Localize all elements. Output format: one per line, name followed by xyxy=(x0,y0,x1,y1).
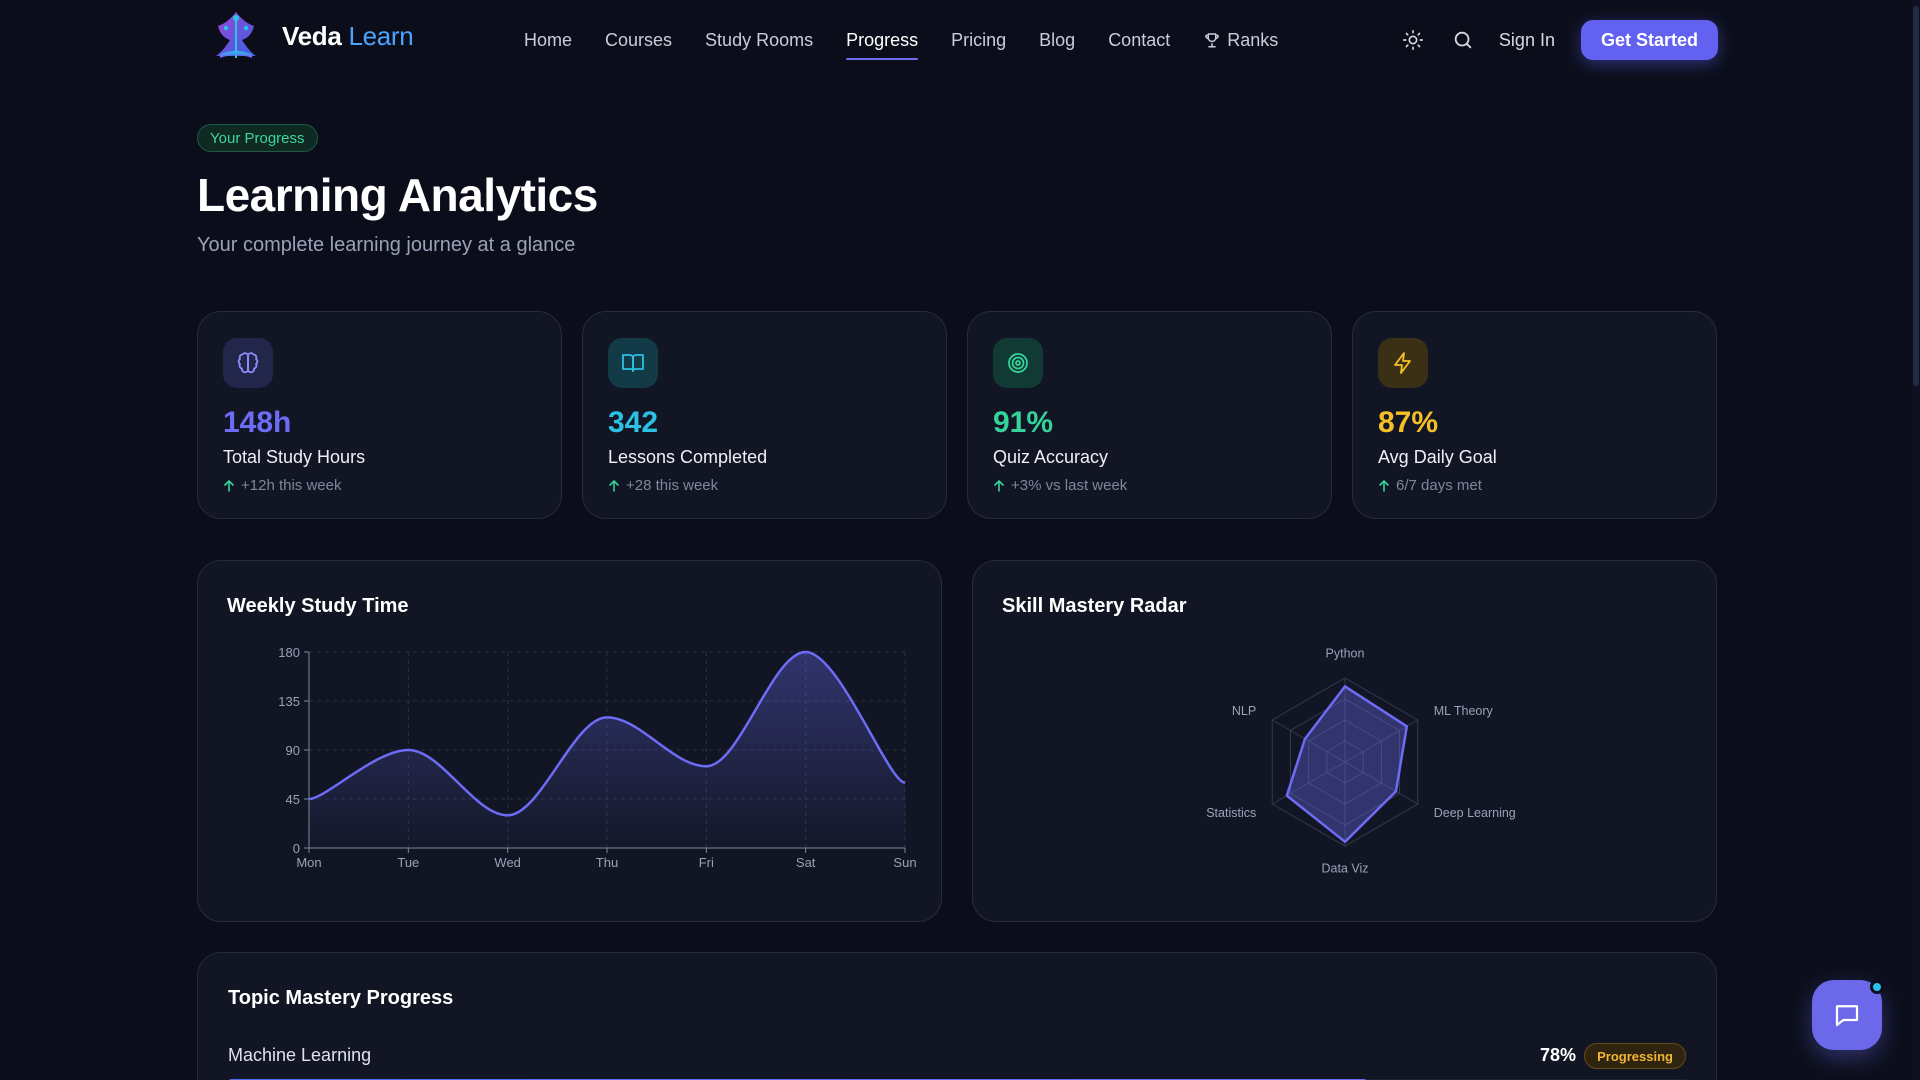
brand-name-main: Veda xyxy=(282,20,342,51)
theme-toggle-button[interactable] xyxy=(1399,26,1427,54)
section-tag: Your Progress xyxy=(197,124,318,152)
radar-axis-label: Data Viz xyxy=(1321,861,1368,875)
radar-axis-label: Python xyxy=(1326,647,1365,661)
chat-button[interactable] xyxy=(1812,980,1884,1050)
radar-spoke xyxy=(1272,761,1346,805)
y-tick-label: 0 xyxy=(293,841,300,856)
stat-label: Lessons Completed xyxy=(608,447,768,467)
top-nav: Veda Learn Home Courses Study Rooms Prog… xyxy=(0,0,1920,80)
stat-label: Quiz Accuracy xyxy=(993,447,1109,467)
x-tick-label: Sat xyxy=(796,855,816,870)
stat-label: Avg Daily Goal xyxy=(1378,447,1497,467)
nav-courses[interactable]: Courses xyxy=(605,29,673,50)
weekly-chart-title: Weekly Study Time xyxy=(227,595,409,617)
y-tick-label: 90 xyxy=(286,743,300,758)
stat-value: 342 xyxy=(608,406,659,439)
radar-chart-title: Skill Mastery Radar xyxy=(1002,595,1187,617)
logo-mark-icon xyxy=(216,12,256,58)
brand-name: Veda Learn xyxy=(282,20,414,52)
stat-delta-text: +28 this week xyxy=(626,477,719,494)
trophy-icon xyxy=(1205,33,1220,48)
topic-mastery-title: Topic Mastery Progress xyxy=(228,987,454,1009)
radar-axis-label: ML Theory xyxy=(1434,704,1494,718)
status-badge: Progressing xyxy=(1584,1043,1686,1069)
nav-pricing[interactable]: Pricing xyxy=(951,29,1007,50)
arrow-up-icon xyxy=(994,479,1004,492)
topic-percent: 78% xyxy=(1539,1045,1576,1065)
radar-axis-label: NLP xyxy=(1232,704,1256,718)
radar-axis-label: Statistics xyxy=(1206,806,1256,820)
sun-icon xyxy=(1402,30,1423,50)
chat-icon xyxy=(1835,1005,1859,1027)
radar-area xyxy=(1285,685,1409,844)
arrow-up-icon xyxy=(224,479,234,492)
nav-ranks[interactable]: Ranks xyxy=(1203,0,1278,80)
stat-icon-wrap xyxy=(223,338,273,388)
stat-icon-wrap xyxy=(1378,338,1428,388)
page-subtitle: Your complete learning journey at a glan… xyxy=(197,234,576,256)
lightning-icon xyxy=(1394,352,1411,374)
topic-name: Machine Learning xyxy=(228,1045,372,1065)
stat-delta: 6/7 days met xyxy=(1378,477,1482,494)
x-tick-label: Sun xyxy=(893,855,916,870)
stat-icon-wrap xyxy=(993,338,1043,388)
study-time-area xyxy=(309,652,905,848)
radar-spoke xyxy=(1272,719,1346,763)
search-icon xyxy=(1454,31,1472,49)
study-time-line xyxy=(308,650,906,817)
search-button[interactable] xyxy=(1449,26,1477,54)
sign-in-link[interactable]: Sign In xyxy=(1498,29,1555,50)
topic-mastery-card: Topic Mastery Progress Machine Learning … xyxy=(197,952,1717,1080)
notification-dot xyxy=(1870,980,1884,994)
get-started-button[interactable]: Get Started xyxy=(1580,20,1718,60)
skill-radar-card: Skill Mastery Radar Python ML Theory Deep … xyxy=(972,560,1717,922)
x-tick-label: Mon xyxy=(296,855,321,870)
stat-delta: +12h this week xyxy=(223,477,341,494)
stat-card-lessons: 342 Lessons Completed +28 this week xyxy=(582,311,947,519)
stat-card-quiz-accuracy: 91% Quiz Accuracy +3% vs last week xyxy=(967,311,1332,519)
nav-progress[interactable]: Progress xyxy=(846,0,919,80)
x-tick-label: Tue xyxy=(397,855,419,870)
target-icon xyxy=(1008,353,1028,373)
y-tick-label: 45 xyxy=(286,792,300,807)
weekly-study-card: Weekly Study Time 0 45 90 135 180 Mon Tue Wed Th… xyxy=(197,560,942,922)
x-tick-label: Fri xyxy=(699,855,714,870)
arrow-up-icon xyxy=(1379,479,1389,492)
nav-actions: Sign In Get Started xyxy=(1399,20,1718,60)
x-tick-label: Thu xyxy=(596,855,618,870)
y-tick-label: 180 xyxy=(278,645,300,660)
book-open-icon xyxy=(622,354,644,372)
radar-axis-label: Deep Learning xyxy=(1434,806,1516,820)
brand-name-accent: Learn xyxy=(348,20,414,51)
main-menu: Home Courses Study Rooms Progress Pricin… xyxy=(524,0,1311,80)
stat-card-study-hours: 148h Total Study Hours +12h this week xyxy=(197,311,562,519)
stat-value: 87% xyxy=(1378,406,1439,439)
page-title: Learning Analytics xyxy=(197,169,598,221)
nav-study-rooms[interactable]: Study Rooms xyxy=(705,29,814,50)
y-tick-label: 135 xyxy=(278,694,300,709)
stat-card-daily-goal: 87% Avg Daily Goal 6/7 days met xyxy=(1352,311,1717,519)
radar-spoke xyxy=(1344,761,1418,805)
logo[interactable]: Veda Learn xyxy=(210,8,414,64)
nav-contact[interactable]: Contact xyxy=(1108,29,1171,50)
arrow-up-icon xyxy=(609,479,619,492)
brain-icon xyxy=(237,352,259,374)
skill-radar-chart: Python ML Theory Deep Learning Data Viz Stat… xyxy=(1206,647,1516,876)
stat-icon-wrap xyxy=(608,338,658,388)
stat-label: Total Study Hours xyxy=(223,447,366,467)
stat-delta: +3% vs last week xyxy=(993,477,1127,494)
stat-value: 148h xyxy=(223,406,292,439)
nav-ranks-label: Ranks xyxy=(1227,29,1279,50)
weekly-area-chart: 0 45 90 135 180 Mon Tue Wed Thu Fri Sat Sun xyxy=(278,645,916,870)
stat-delta-text: +12h this week xyxy=(241,477,342,494)
x-tick-label: Wed xyxy=(494,855,520,870)
nav-home[interactable]: Home xyxy=(524,29,573,50)
nav-blog[interactable]: Blog xyxy=(1039,29,1076,50)
scrollbar-thumb[interactable] xyxy=(1913,6,1919,386)
stat-delta-text: +3% vs last week xyxy=(1011,477,1128,494)
page-scrollbar[interactable] xyxy=(1912,0,1920,1080)
stat-delta-text: 6/7 days met xyxy=(1396,477,1482,494)
stat-delta: +28 this week xyxy=(608,477,718,494)
stat-value: 91% xyxy=(993,406,1054,439)
